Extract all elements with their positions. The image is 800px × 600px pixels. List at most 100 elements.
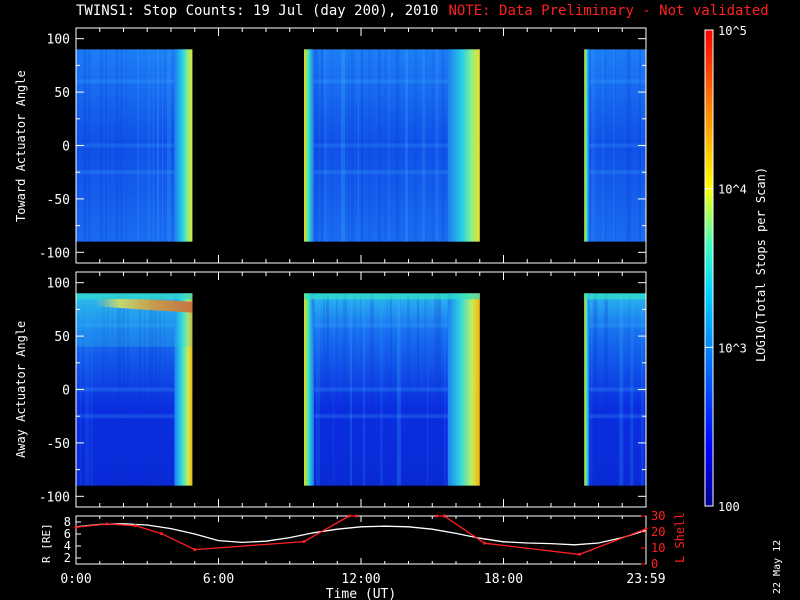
- toward-angle-band: [76, 170, 193, 175]
- toward-heatmap: 100 50 0 -50 -100: [39, 27, 647, 264]
- away-ytick-label: -100: [39, 490, 70, 505]
- chart-title-note: NOTE: Data Preliminary - Not validated: [448, 3, 769, 19]
- orbit-lshell-point: [160, 532, 163, 536]
- away-ytick-label: 0: [62, 384, 70, 399]
- toward-texture-stripe: [442, 49, 444, 242]
- colorbar-tick-label: 100: [718, 500, 740, 514]
- toward-texture-stripe: [341, 49, 345, 242]
- toward-texture-stripe: [432, 49, 435, 242]
- toward-angle-band: [76, 143, 193, 148]
- toward-texture-stripe: [348, 49, 350, 242]
- toward-texture-stripe: [137, 49, 139, 242]
- toward-data-block: [76, 49, 193, 242]
- toward-texture-stripe: [147, 49, 151, 242]
- away-angle-band: [76, 387, 193, 392]
- toward-texture-stripe: [378, 49, 381, 242]
- away-top-band: [76, 293, 193, 300]
- away-upper-glow: [76, 293, 193, 347]
- toward-texture-stripe: [314, 49, 318, 242]
- away-texture-stripe: [117, 293, 121, 486]
- orbit-xtick-label: 18:00: [484, 572, 523, 587]
- toward-texture-stripe: [405, 49, 408, 242]
- colorbar-ticks: 10^5 10^4 10^3 100: [705, 24, 747, 514]
- away-angle-band: [76, 414, 193, 419]
- toward-texture-stripe: [398, 49, 399, 242]
- toward-texture-stripe: [120, 49, 123, 242]
- away-texture-stripe: [360, 293, 361, 486]
- away-texture-stripe: [606, 293, 609, 486]
- toward-texture-stripe: [157, 49, 159, 242]
- orbit-lshell-point: [193, 548, 197, 552]
- orbit-lshell-point: [105, 522, 109, 526]
- away-texture-stripe: [85, 293, 89, 486]
- orbit-ytick-right-label: 10: [651, 541, 665, 555]
- orbit-series-line-1: [75, 515, 357, 551]
- toward-texture-stripe: [100, 49, 103, 242]
- toward-texture-stripe: [324, 49, 327, 242]
- orbit-lshell-point: [133, 524, 137, 528]
- toward-texture-stripe: [385, 49, 386, 242]
- orbit-lshell-point: [483, 541, 486, 545]
- toward-ytick-label: 0: [62, 140, 70, 155]
- away-texture-stripe: [617, 293, 619, 486]
- toward-texture-stripe: [425, 49, 426, 242]
- toward-texture-stripe: [142, 49, 143, 242]
- toward-texture-stripe: [167, 49, 171, 242]
- away-texture-stripe: [363, 293, 365, 486]
- away-texture-stripe: [400, 293, 401, 486]
- away-texture-stripe: [127, 293, 129, 486]
- toward-texture-stripe: [613, 49, 616, 242]
- toward-texture-stripe: [395, 49, 399, 242]
- toward-texture-stripe: [388, 49, 390, 242]
- away-texture-stripe: [424, 293, 428, 486]
- away-texture-stripe: [154, 293, 157, 486]
- away-texture-stripe: [437, 293, 441, 486]
- away-texture-stripe: [427, 293, 428, 486]
- orbit-xtick-label: 0:00: [60, 572, 91, 587]
- away-top-band: [304, 293, 480, 300]
- orbit-ytick-right-label: 20: [651, 525, 665, 539]
- toward-texture-stripe: [162, 49, 163, 242]
- away-texture-stripe: [164, 293, 165, 486]
- away-edge-block-2-left: [304, 293, 314, 486]
- toward-angle-band: [304, 170, 480, 175]
- orbit-ytick-left-label: 4: [64, 539, 71, 553]
- orbit-xtick-label: 23:59: [626, 572, 665, 587]
- toward-texture-stripe: [351, 49, 354, 242]
- toward-edge-block-2-left: [304, 49, 314, 242]
- toward-ytick-label: -50: [47, 193, 70, 208]
- orbit-lshell-point: [302, 540, 306, 544]
- toward-texture-stripe: [83, 49, 87, 242]
- orbit-ytick-right-label: 30: [651, 509, 665, 523]
- away-edge-block-2-right: [447, 293, 480, 486]
- orbit-lshell-point: [74, 525, 78, 529]
- toward-texture-stripe: [628, 49, 632, 242]
- away-hot-band: [95, 299, 193, 313]
- away-texture-stripe: [380, 293, 383, 486]
- away-texture-stripe: [628, 293, 633, 486]
- colorbar-gradient: [704, 29, 714, 507]
- away-texture-stripe: [353, 293, 356, 486]
- toward-angle-band: [584, 170, 646, 175]
- orbit-lshell-point: [578, 552, 581, 556]
- away-texture-stripe: [593, 293, 598, 486]
- away-angle-band: [76, 323, 193, 328]
- orbit-series-line-2: [437, 515, 647, 556]
- orbit-lshell-point: [644, 527, 648, 531]
- toward-texture-stripe: [152, 49, 155, 242]
- away-texture-stripe: [323, 293, 325, 486]
- away-texture-stripe: [387, 293, 388, 486]
- away-data-block: [76, 293, 193, 486]
- orbit-ytick-left-label: 8: [64, 515, 71, 529]
- away-texture-stripe: [619, 293, 624, 486]
- away-angle-band: [304, 414, 480, 419]
- away-angle-band: [304, 387, 480, 392]
- away-texture-stripe: [333, 293, 334, 486]
- orbit-lshell-point: [435, 514, 439, 518]
- orbit-ytick-left-label: 6: [64, 527, 71, 541]
- toward-texture-stripe: [602, 49, 606, 242]
- toward-texture-stripe: [321, 49, 323, 242]
- away-texture-stripe: [343, 293, 347, 486]
- away-texture-stripe: [397, 293, 401, 486]
- colorbar-tick-label: 10^5: [718, 24, 747, 38]
